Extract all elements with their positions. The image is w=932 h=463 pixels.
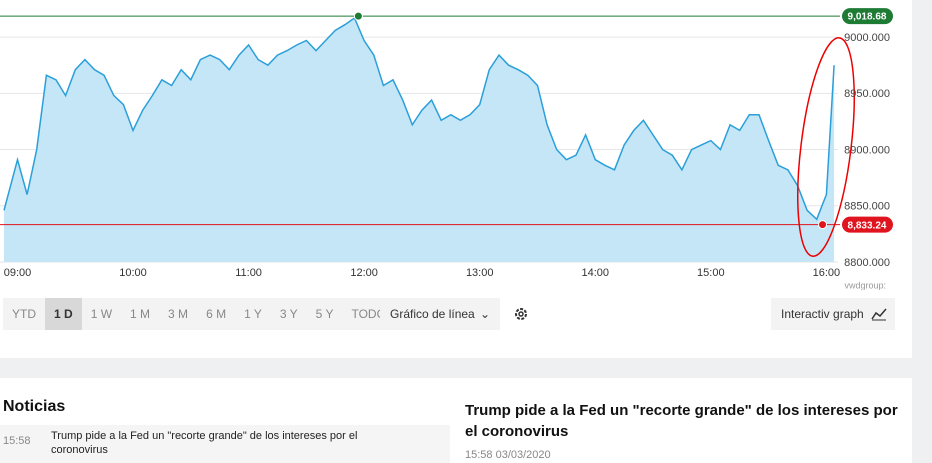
- news-card: Noticias 15:58 Trump pide a la Fed un "r…: [0, 378, 912, 463]
- range-button[interactable]: 6 M: [206, 307, 227, 321]
- x-tick-label: 10:00: [119, 267, 147, 279]
- range-buttons: YTD 1 D 1 W 1 M 3 M 6 M 1 Y 3 Y 5 Y TODO: [3, 298, 395, 330]
- news-title: Noticias: [3, 398, 66, 415]
- y-tick-label: 8800.000: [844, 257, 890, 269]
- x-tick-label: 11:00: [235, 267, 262, 279]
- chevron: ⌄: [479, 307, 490, 321]
- range-button[interactable]: 1 M: [130, 307, 151, 321]
- x-tick-label: 16:00: [813, 267, 841, 279]
- range-button[interactable]: YTD: [12, 307, 36, 321]
- x-tick-label: 12:00: [350, 267, 378, 279]
- range-button[interactable]: 3 M: [168, 307, 189, 321]
- price-line: [3, 16, 835, 221]
- reference-badge: [842, 8, 893, 25]
- range-button[interactable]: 5 Y: [315, 307, 334, 321]
- button-label: Interactiv graph: [781, 307, 864, 321]
- source: vwdgroup:: [844, 280, 886, 290]
- range-button[interactable]: 1 Y: [244, 307, 262, 321]
- settings-icon[interactable]: [512, 305, 530, 323]
- y-tick-label: 9000.000: [844, 32, 890, 44]
- dropdown-label: Gráfico de línea: [390, 307, 475, 321]
- x-tick-label: 13:00: [466, 267, 494, 279]
- area-fill: [4, 18, 835, 262]
- x-tick-label: 09:00: [4, 267, 32, 279]
- headline-meta: 15:58 03/03/2020: [465, 449, 551, 461]
- hand-drawn-circle: [797, 37, 855, 257]
- y-tick-label: 8950.000: [844, 88, 890, 100]
- reference-dot: [353, 11, 363, 21]
- headline[interactable]: Trump pide a la Fed un "recorte grande" …: [465, 402, 898, 440]
- range-button[interactable]: TODO: [351, 307, 386, 321]
- graph-icon: [871, 308, 887, 321]
- news-item[interactable]: 15:58 Trump pide a la Fed un "recorte gr…: [0, 425, 450, 463]
- range-button[interactable]: 1 D: [45, 298, 82, 330]
- chart-card: 9,018.68 8,833.24 vwdgroup: 8800.000 8850.…: [0, 0, 912, 358]
- x-tick-label: 14:00: [581, 267, 609, 279]
- y-tick-label: 8850.000: [844, 201, 890, 213]
- range-button[interactable]: 3 Y: [279, 307, 298, 321]
- reference-dot: [818, 220, 828, 230]
- interactive-graph-button[interactable]: Interactiv graph: [771, 298, 895, 330]
- reference-badge: [842, 216, 893, 233]
- y-tick-label: 8900.000: [844, 144, 890, 156]
- news-time: 15:58: [3, 435, 31, 447]
- news-text: Trump pide a la Fed un "recorte grande" …: [51, 430, 358, 456]
- range-button[interactable]: 1 W: [90, 307, 113, 321]
- chart-type-dropdown[interactable]: Gráfico de línea ⌄: [380, 298, 500, 330]
- reference-label: 8,833.24: [848, 220, 887, 231]
- x-tick-label: 15:00: [697, 267, 725, 279]
- reference-label: 9,018.68: [848, 12, 887, 23]
- chart: 9,018.68 8,833.24 vwdgroup: 8800.000 8850.…: [0, 8, 893, 290]
